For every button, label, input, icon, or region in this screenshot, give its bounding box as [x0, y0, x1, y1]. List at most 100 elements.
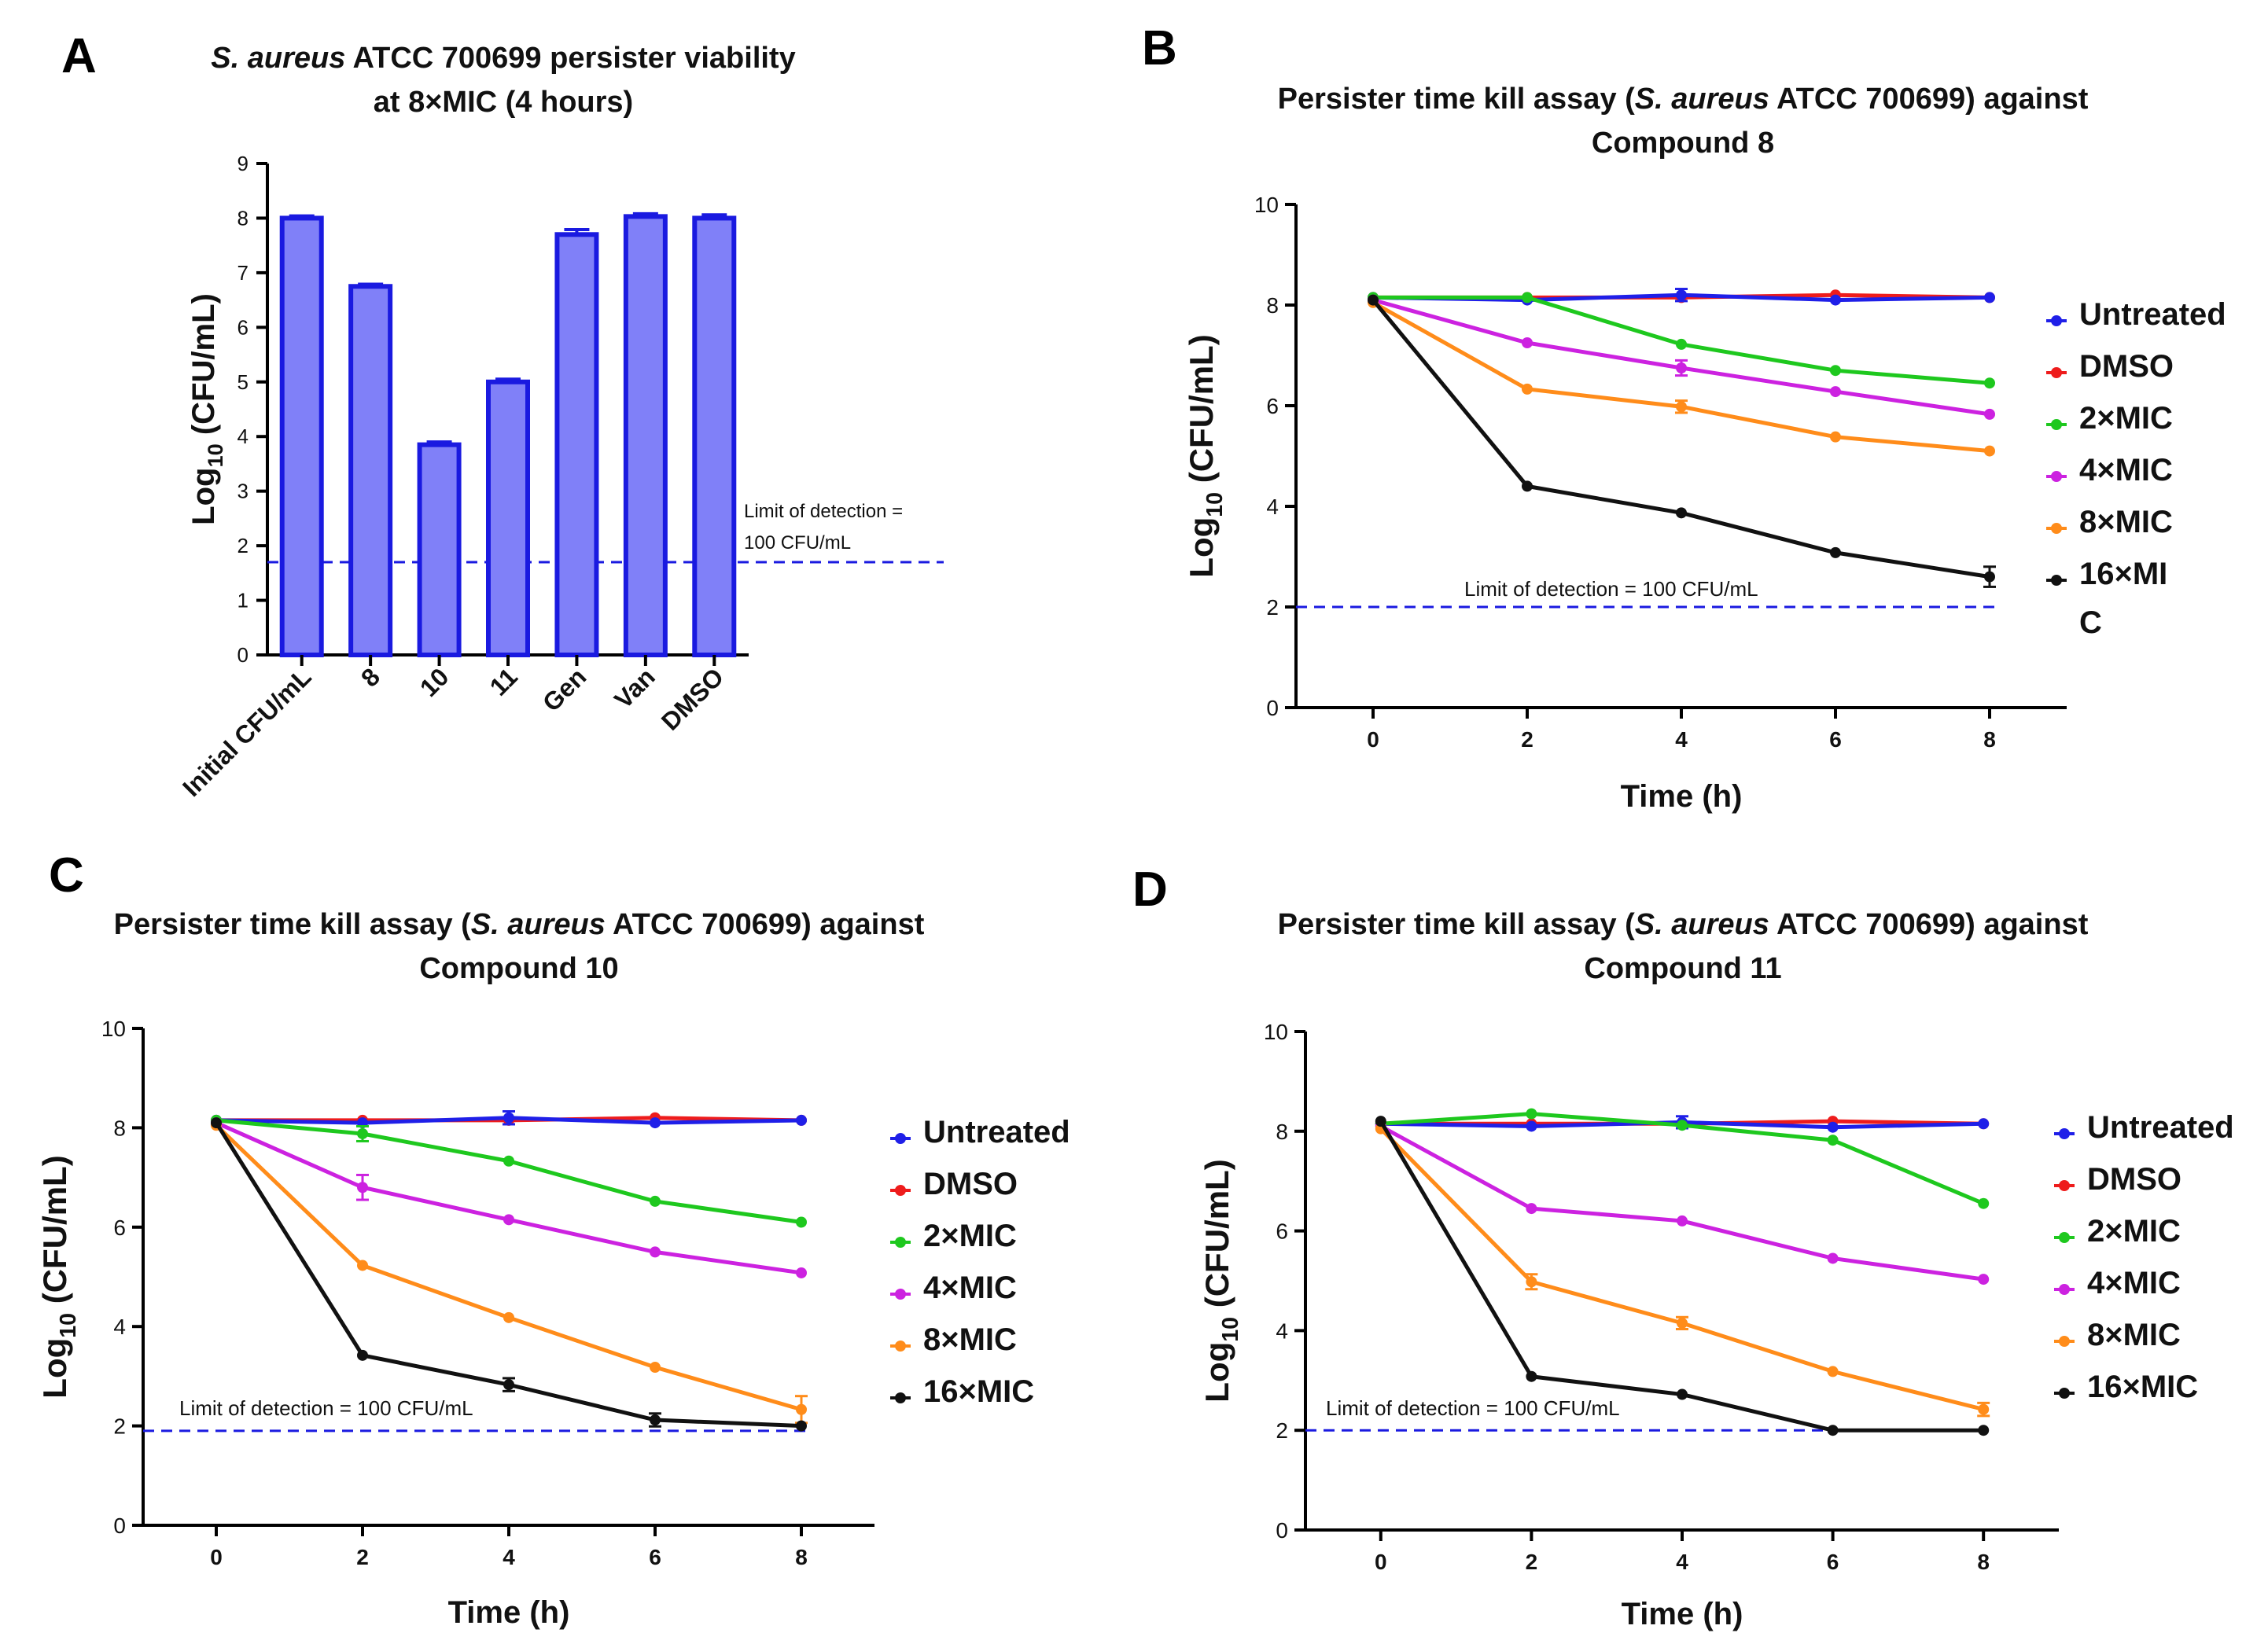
data-point: [1522, 292, 1533, 303]
data-point: [1827, 1121, 1839, 1133]
y-axis-label: Log10 (CFU/mL): [36, 1155, 81, 1398]
data-point: [1827, 1366, 1839, 1377]
x-tick-label: 8: [795, 1545, 808, 1569]
legend-label: 2×MIC: [923, 1219, 1017, 1253]
data-point: [1522, 383, 1533, 395]
x-axis-label: Time (h): [1621, 779, 1743, 814]
data-point: [796, 1403, 807, 1415]
data-point: [357, 1182, 368, 1193]
data-point: [650, 1362, 661, 1374]
data-point: [1830, 431, 1841, 443]
title-part: Compound 8: [1591, 127, 1775, 160]
data-point: [1677, 1215, 1688, 1227]
data-point: [1830, 365, 1841, 377]
y-tick-label: 8: [237, 206, 249, 230]
x-tick-label: 10: [414, 662, 455, 702]
x-tick-label: DMSO: [656, 662, 729, 735]
x-axis-label: Time (h): [448, 1595, 570, 1630]
series-mic16: [211, 1117, 807, 1432]
data-point: [503, 1311, 514, 1323]
y-tick-label: 4: [1266, 495, 1279, 519]
data-point: [1978, 1197, 1990, 1209]
series-mic4: [1375, 1120, 1990, 1285]
data-point: [1375, 1116, 1386, 1127]
legend-marker-icon: [2045, 305, 2068, 329]
y-tick-label: 8: [113, 1116, 126, 1140]
data-point: [1526, 1120, 1537, 1132]
legend-marker-icon: [2053, 1377, 2076, 1401]
bar: [692, 215, 737, 657]
data-point: [1830, 386, 1841, 398]
title-part: S. aureus: [1634, 83, 1769, 116]
data-point: [1526, 1108, 1537, 1120]
line-chart-d: 0 2 4 6 8 10 0 2 4 6 8 Time (h) Log10 (CFU/mL) Limit …: [1198, 1020, 2059, 1631]
title-part: ATCC 700699) against: [1769, 83, 2089, 116]
data-point: [1830, 546, 1841, 558]
data-point: [1522, 480, 1533, 492]
y-tick-label: 8: [1266, 293, 1279, 318]
legend-label: 8×MIC: [2079, 505, 2173, 539]
legend-label: 16×MIC: [923, 1374, 1035, 1409]
y-tick-label: 4: [113, 1315, 126, 1339]
data-point: [1827, 1135, 1839, 1146]
y-tick-label: 10: [1264, 1020, 1288, 1044]
y-axis-label: Log10 (CFU/mL): [186, 293, 227, 525]
legend-label: 8×MIC: [923, 1322, 1017, 1357]
x-tick-label: Van: [609, 662, 661, 714]
bar: [348, 284, 393, 657]
chart-title-a: S. aureus ATCC 700699 persister viabilit…: [126, 36, 881, 124]
legend-marker-icon: [889, 1227, 912, 1250]
legend-marker-icon: [889, 1382, 912, 1406]
legend-label: 4×MIC: [2079, 453, 2173, 487]
title-part: S. aureus: [1634, 908, 1769, 941]
y-tick-label: 6: [1266, 394, 1279, 418]
y-tick-label: 2: [1276, 1418, 1288, 1443]
y-tick-label: 10: [1254, 193, 1279, 217]
chart-title-c: Persister time kill assay (S. aureus ATC…: [47, 903, 991, 991]
x-tick-label: 0: [210, 1545, 223, 1569]
data-point: [1676, 338, 1687, 350]
panel-letter-a: A: [61, 29, 97, 83]
legend-label: Untreated: [2079, 297, 2226, 332]
series-line: [1372, 298, 1990, 417]
legend-marker-icon: [2053, 1326, 2076, 1349]
data-point: [357, 1349, 368, 1361]
data-point: [1978, 1425, 1990, 1436]
title-part: Persister time kill assay (: [1277, 908, 1635, 941]
y-tick-label: 6: [237, 315, 249, 339]
data-point: [650, 1246, 661, 1258]
y-tick-label: 2: [1266, 595, 1279, 620]
series-line: [215, 1124, 802, 1412]
legend-label: 2×MIC: [2087, 1214, 2181, 1249]
data-point: [1676, 362, 1687, 373]
x-tick-label: 6: [1827, 1550, 1839, 1574]
legend-label: 8×MIC: [2087, 1318, 2181, 1352]
legend-marker-icon: [889, 1175, 912, 1198]
title-part: Compound 11: [1584, 952, 1782, 985]
bar: [554, 232, 599, 657]
title-part: ATCC 700699 persister viability: [345, 42, 796, 75]
data-point: [796, 1420, 807, 1432]
y-axis-label: Log10 (CFU/mL): [1198, 1159, 1243, 1402]
data-point: [1978, 1274, 1990, 1285]
line-chart-b: 0 2 4 6 8 10 0 2 4 6 8 Time (h) Log10 (CFU/mL) Limit …: [1183, 193, 2067, 814]
panel-letter-b: B: [1142, 21, 1177, 75]
legend-label: DMSO: [2079, 349, 2174, 384]
y-axis-label: Log10 (CFU/mL): [1183, 334, 1228, 577]
series-mic4: [211, 1117, 807, 1278]
legend-marker-icon: [2045, 513, 2068, 536]
y-tick-label: 2: [237, 534, 249, 557]
x-axis-label: Time (h): [1622, 1597, 1743, 1631]
data-point: [1827, 1252, 1839, 1264]
series-mic2: [211, 1114, 807, 1228]
panel-letter-d: D: [1132, 862, 1168, 917]
legend-marker-icon: [889, 1278, 912, 1302]
data-point: [1677, 1120, 1688, 1131]
data-point: [1978, 1403, 1990, 1415]
legend-marker-icon: [2053, 1118, 2076, 1142]
data-point: [650, 1414, 661, 1426]
y-tick-label: 6: [113, 1216, 126, 1240]
legend-marker-icon: [2053, 1222, 2076, 1245]
data-point: [503, 1112, 514, 1124]
